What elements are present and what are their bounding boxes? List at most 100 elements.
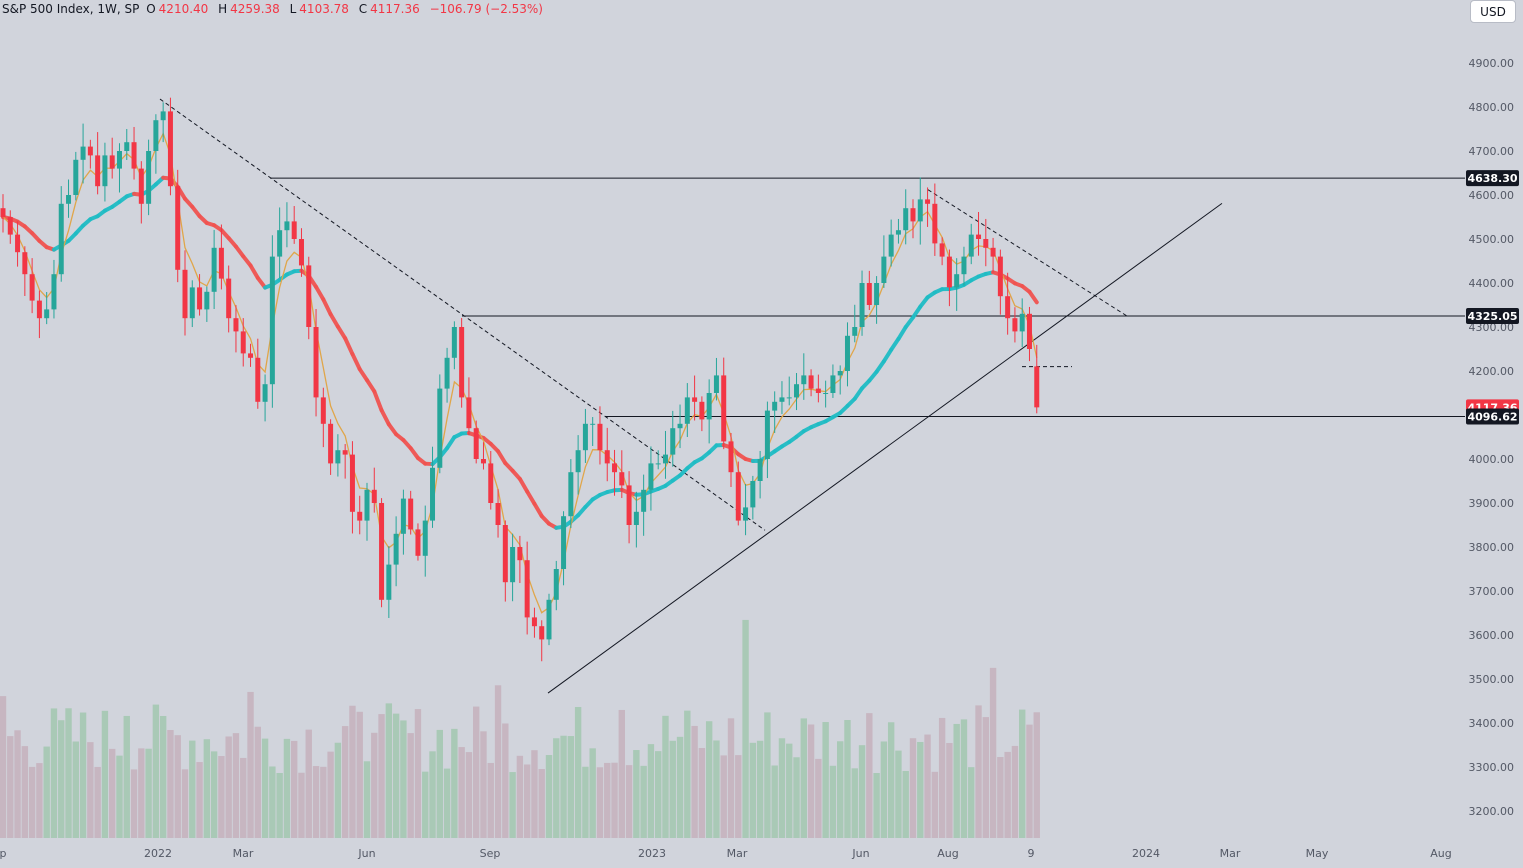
candle: [15, 221, 21, 267]
volume-bar: [101, 710, 109, 838]
volume-bar: [829, 765, 837, 838]
candle: [757, 450, 763, 499]
ema-slow-segment: [852, 386, 865, 401]
currency-button[interactable]: USD: [1470, 0, 1516, 23]
volume-bar: [902, 770, 909, 838]
ema-slow-segment: [525, 489, 537, 506]
candle: [1034, 344, 1040, 414]
candle: [320, 387, 326, 448]
volume-bar: [181, 769, 189, 838]
volume-bar: [989, 667, 997, 838]
ema-slow-segment: [1027, 289, 1039, 305]
volume-bar: [298, 772, 305, 838]
volume-bar: [305, 729, 312, 838]
candle: [837, 365, 843, 395]
candle: [1019, 298, 1025, 348]
candle: [633, 491, 639, 548]
candle: [939, 237, 945, 266]
ema-slow-segment: [911, 304, 923, 320]
candle: [459, 318, 465, 408]
volume-bar: [123, 715, 130, 838]
candle: [197, 274, 203, 316]
candle: [990, 237, 996, 273]
ema-slow-segment: [532, 501, 544, 519]
candle: [386, 546, 392, 619]
svg-text:4096.62: 4096.62: [1467, 410, 1517, 423]
x-tick-label: Mar: [727, 847, 748, 860]
volume-bar: [851, 768, 858, 838]
x-tick-label: Mar: [233, 847, 254, 860]
ema-slow-segment: [335, 324, 348, 341]
volume-bar: [451, 728, 458, 838]
volume-bar: [436, 729, 443, 838]
volume-bar: [276, 772, 283, 838]
volume-bar: [895, 750, 902, 838]
volume-bar: [837, 741, 844, 838]
candle: [662, 430, 668, 479]
candle: [451, 321, 457, 370]
volume-bar: [887, 722, 895, 838]
candle: [801, 353, 807, 400]
y-tick-label: 3200.00: [1469, 805, 1515, 818]
x-tick-label: 9: [1028, 847, 1035, 860]
ema-slow-segment: [874, 359, 886, 374]
volume-bar: [982, 717, 989, 838]
candle: [954, 258, 960, 311]
y-tick-label: 3600.00: [1469, 629, 1515, 642]
candle: [546, 593, 552, 646]
volume-bar: [218, 756, 225, 838]
volume-bar: [749, 742, 757, 838]
volume-bar: [392, 713, 400, 838]
volume-bar: [167, 730, 174, 838]
y-tick-label: 4700.00: [1469, 145, 1515, 158]
volume-bar: [545, 755, 553, 838]
time-axis[interactable]: p 2022 Mar Jun Sep 2023 Mar Jun Aug 9 2024 Mar May Au…: [0, 847, 1452, 860]
candle: [976, 211, 982, 256]
volume-bar: [727, 718, 735, 838]
volume-bar: [145, 748, 152, 838]
down-trendline-major: [159, 98, 766, 531]
candle: [218, 224, 224, 290]
volume-bar: [36, 763, 43, 838]
volume-bar: [997, 756, 1004, 838]
volume-bar: [7, 736, 14, 838]
candle: [895, 218, 901, 244]
volume-bar: [800, 718, 807, 838]
close-value: C 4117.36: [358, 2, 420, 16]
candle: [277, 207, 283, 279]
candle: [248, 343, 254, 367]
price-tag: 4325.05: [1466, 307, 1519, 324]
volume-bar: [742, 619, 749, 838]
symbol-title[interactable]: S&P 500 Index, 1W, SP: [2, 2, 140, 16]
candle: [371, 467, 377, 513]
candle: [772, 391, 778, 433]
candle: [699, 396, 705, 432]
volume-bar: [1011, 745, 1019, 838]
volume-bar: [378, 714, 385, 838]
candle: [561, 511, 567, 586]
volume-bar: [225, 736, 232, 838]
volume-bar: [975, 705, 982, 838]
y-tick-label: 4300.00: [1469, 321, 1515, 334]
y-tick-label: 3300.00: [1469, 761, 1515, 774]
volume-bar: [866, 713, 873, 838]
volume-bar: [94, 766, 101, 838]
y-tick-label: 4500.00: [1469, 233, 1515, 246]
candle: [648, 446, 654, 511]
candle: [517, 535, 523, 584]
candle: [794, 372, 800, 411]
candle: [859, 270, 865, 336]
volume-bar: [968, 767, 975, 838]
candle: [408, 490, 414, 535]
volume-bar: [363, 761, 371, 838]
change-value: −106.79 (−2.53%): [429, 2, 543, 16]
candle: [539, 620, 545, 662]
candle: [335, 434, 341, 477]
price-tag: 4638.30: [1466, 170, 1519, 187]
candle: [968, 223, 974, 265]
volume-bar: [196, 762, 203, 838]
candle: [823, 380, 829, 408]
volume-bar: [138, 748, 145, 838]
